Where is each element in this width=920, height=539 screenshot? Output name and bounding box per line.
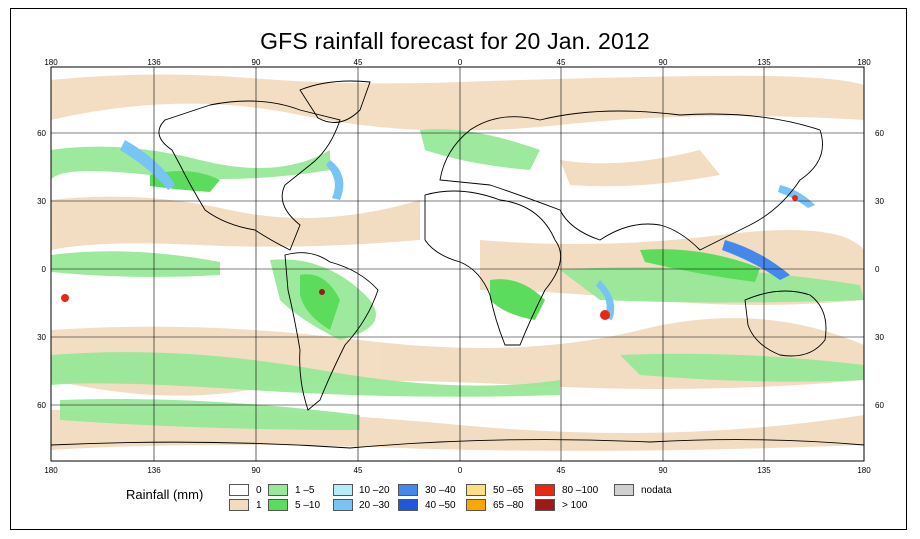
rain-pattern-intense — [61, 140, 815, 320]
legend-label: > 100 — [562, 500, 588, 511]
lon-label: 180 — [44, 58, 58, 67]
lat-label: 30 — [875, 333, 884, 342]
lon-label: 45 — [557, 58, 566, 67]
latitude-labels-right: 60 30 0 30 60 — [875, 129, 884, 410]
lat-label: 60 — [37, 129, 46, 138]
antarctica-outline — [51, 439, 864, 449]
legend-label: 1 — [256, 500, 262, 511]
coastlines — [51, 80, 864, 449]
legend-swatch — [229, 484, 249, 496]
legend-label: 10 –20 — [359, 485, 390, 496]
eurasia-outline — [439, 110, 823, 251]
lon-label: 135 — [757, 466, 771, 475]
lat-label: 0 — [42, 265, 47, 274]
lon-label: 90 — [659, 58, 668, 67]
legend-swatch — [466, 499, 486, 511]
legend-swatch — [229, 499, 249, 511]
lon-label: 180 — [857, 58, 871, 67]
lat-label: 60 — [37, 401, 46, 410]
legend-title: Rainfall (mm) — [126, 487, 204, 502]
lon-label: 45 — [354, 466, 363, 475]
lon-label: 90 — [252, 58, 261, 67]
lon-label: 45 — [557, 466, 566, 475]
legend-swatch — [398, 484, 418, 496]
legend-label: 5 –10 — [295, 500, 321, 511]
legend-swatch — [398, 499, 418, 511]
lat-label: 30 — [37, 197, 46, 206]
legend-label: 0 — [256, 485, 262, 496]
legend-swatch — [466, 484, 486, 496]
greenland-outline — [299, 80, 371, 123]
legend-label: 80 –100 — [562, 485, 599, 496]
map-title: GFS rainfall forecast for 20 Jan. 2012 — [260, 28, 650, 54]
africa-outline — [424, 190, 562, 346]
legend-label: 65 –80 — [493, 500, 524, 511]
north-america-outline — [158, 100, 341, 251]
rain-pattern-moderate — [51, 129, 864, 430]
legend-swatch — [268, 499, 288, 511]
legend-label: 40 –50 — [425, 500, 456, 511]
lon-label: 180 — [44, 466, 58, 475]
rain-pattern-heavy — [150, 171, 760, 330]
lon-label: 135 — [757, 58, 771, 67]
lat-label: 0 — [875, 265, 880, 274]
lon-label: 0 — [458, 58, 463, 67]
legend-swatch — [614, 484, 634, 496]
map-border — [50, 66, 865, 462]
longitude-labels-bottom: 180 136 90 45 0 45 90 135 180 — [44, 466, 871, 475]
lon-label: 45 — [354, 58, 363, 67]
lat-label: 60 — [875, 401, 884, 410]
legend-label: 50 –65 — [493, 485, 524, 496]
south-america-outline — [284, 252, 379, 411]
lat-label: 30 — [37, 333, 46, 342]
legend-label: 20 –30 — [359, 500, 390, 511]
legend-label: nodata — [641, 485, 672, 496]
legend-swatch — [333, 499, 353, 511]
lon-label: 180 — [857, 466, 871, 475]
legend-swatch — [333, 484, 353, 496]
legend-swatch — [535, 499, 555, 511]
lon-label: 0 — [458, 466, 463, 475]
lat-label: 60 — [875, 129, 884, 138]
lon-label: 136 — [147, 58, 161, 67]
legend-label: 1 –5 — [295, 485, 315, 496]
longitude-labels-top: 180 136 90 45 0 45 90 135 180 — [44, 58, 871, 67]
legend-swatch — [268, 484, 288, 496]
lon-label: 90 — [659, 466, 668, 475]
legend-swatch — [535, 484, 555, 496]
legend-label: 30 –40 — [425, 485, 456, 496]
latitude-labels-left: 60 30 0 30 60 — [37, 129, 46, 410]
lat-label: 30 — [875, 197, 884, 206]
lon-label: 136 — [147, 466, 161, 475]
graticule — [51, 67, 864, 461]
lon-label: 90 — [252, 466, 261, 475]
